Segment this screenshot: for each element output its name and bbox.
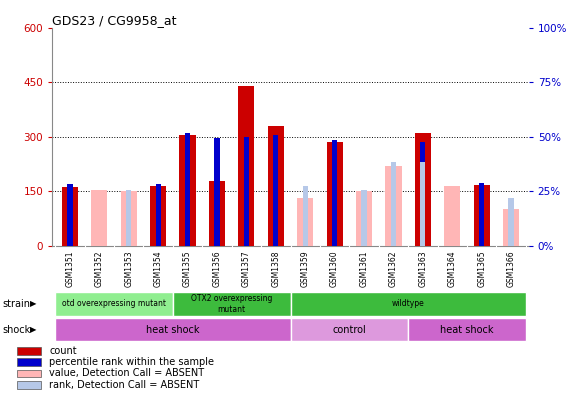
Bar (173, 292, 290, 316)
Bar (361, 190, 367, 246)
Bar (185, 133, 190, 246)
Bar (420, 142, 425, 246)
Bar (67, 184, 73, 246)
Bar (290, 292, 526, 316)
Bar (474, 185, 490, 246)
Text: shock: shock (3, 325, 31, 335)
Bar (214, 139, 220, 246)
Bar (327, 142, 343, 246)
Text: GSM1353: GSM1353 (124, 250, 133, 287)
Text: GDS23 / CG9958_at: GDS23 / CG9958_at (52, 13, 177, 27)
Bar (17, 358, 41, 366)
Text: GSM1356: GSM1356 (213, 250, 221, 287)
Bar (391, 162, 396, 246)
Bar (91, 190, 107, 246)
Bar (244, 137, 249, 246)
Bar (415, 133, 431, 246)
Bar (150, 186, 166, 246)
Text: strain: strain (3, 299, 31, 309)
Text: GSM1360: GSM1360 (330, 250, 339, 287)
Text: GSM1354: GSM1354 (153, 250, 163, 287)
Text: GSM1365: GSM1365 (477, 250, 486, 287)
Text: otd overexpressing mutant: otd overexpressing mutant (62, 299, 166, 308)
Text: OTX2 overexpressing
mutant: OTX2 overexpressing mutant (191, 294, 272, 314)
Bar (508, 198, 514, 246)
Text: control: control (332, 325, 366, 335)
Bar (503, 209, 519, 246)
Text: heat shock: heat shock (440, 325, 494, 335)
Text: GSM1364: GSM1364 (448, 250, 457, 287)
Text: rank, Detection Call = ABSENT: rank, Detection Call = ABSENT (49, 380, 200, 390)
Text: ▶: ▶ (30, 325, 37, 334)
Text: GSM1357: GSM1357 (242, 250, 251, 287)
Text: GSM1359: GSM1359 (301, 250, 310, 287)
Text: percentile rank within the sample: percentile rank within the sample (49, 357, 214, 367)
Bar (55, 318, 290, 341)
Text: heat shock: heat shock (146, 325, 200, 335)
Text: GSM1351: GSM1351 (66, 250, 74, 287)
Text: GSM1362: GSM1362 (389, 250, 398, 287)
Text: ▶: ▶ (30, 299, 37, 308)
Text: count: count (49, 346, 77, 356)
Bar (17, 381, 41, 389)
Bar (121, 191, 137, 246)
Bar (17, 347, 41, 355)
Bar (209, 181, 225, 246)
Text: GSM1363: GSM1363 (418, 250, 428, 287)
Text: value, Detection Call = ABSENT: value, Detection Call = ABSENT (49, 368, 205, 378)
Bar (290, 318, 408, 341)
Text: GSM1352: GSM1352 (95, 250, 104, 287)
Bar (420, 162, 425, 246)
Bar (385, 166, 401, 246)
Bar (62, 187, 78, 246)
Text: GSM1355: GSM1355 (183, 250, 192, 287)
Bar (303, 186, 308, 246)
Bar (180, 135, 196, 246)
Bar (297, 198, 313, 246)
Bar (332, 140, 337, 246)
Bar (268, 126, 284, 246)
Bar (17, 370, 41, 377)
Text: GSM1361: GSM1361 (360, 250, 368, 287)
Bar (479, 183, 485, 246)
Bar (356, 191, 372, 246)
Bar (408, 318, 526, 341)
Text: wildtype: wildtype (392, 299, 425, 308)
Bar (238, 86, 254, 246)
Bar (126, 190, 131, 246)
Bar (156, 184, 161, 246)
Bar (444, 186, 460, 246)
Bar (55, 292, 173, 316)
Bar (273, 135, 278, 246)
Text: GSM1366: GSM1366 (507, 250, 515, 287)
Text: GSM1358: GSM1358 (271, 250, 280, 287)
